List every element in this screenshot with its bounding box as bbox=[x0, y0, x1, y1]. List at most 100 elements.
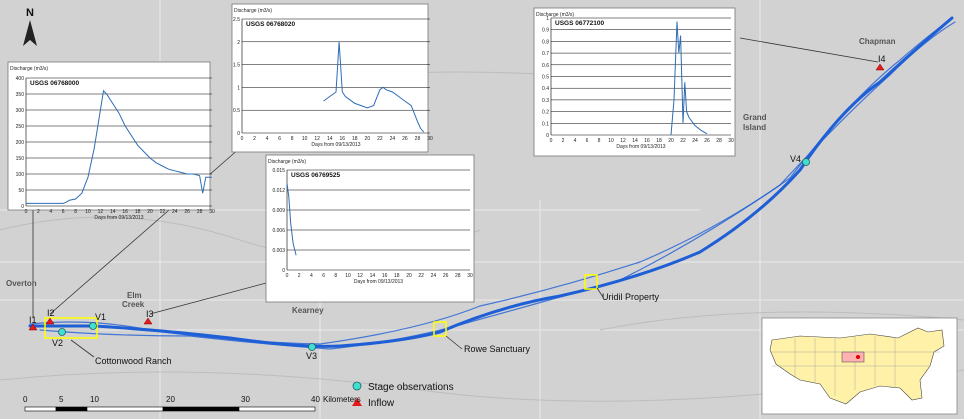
discharge-series-line bbox=[26, 89, 212, 204]
y-tick-label: 2.5 bbox=[233, 17, 240, 23]
x-tick-label: 10 bbox=[85, 209, 91, 215]
y-tick-label: 1 bbox=[237, 85, 240, 91]
overton-label: Overton bbox=[6, 279, 37, 288]
x-tick-label: 10 bbox=[302, 136, 308, 142]
hydrograph-chart-4: 00.10.20.30.40.50.60.70.80.910 2 4 6 8 10 12 14… bbox=[533, 7, 736, 157]
nebraska-highlight bbox=[841, 351, 865, 363]
x-tick-label: 28 bbox=[716, 138, 722, 144]
x-tick-label: 30 bbox=[467, 273, 473, 279]
x-axis-label: Days from 09/13/2013 bbox=[94, 215, 143, 221]
rowe-label: Rowe Sanctuary bbox=[464, 344, 531, 354]
scale-tick-10: 10 bbox=[90, 395, 99, 404]
x-tick-label: 30 bbox=[427, 136, 433, 142]
elm-creek-line-1: Elm bbox=[127, 291, 142, 300]
x-axis-label: Days from 09/13/2013 bbox=[311, 142, 360, 148]
x-tick-label: 22 bbox=[418, 273, 424, 279]
y-tick-label: 100 bbox=[16, 172, 25, 178]
x-tick-label: 20 bbox=[668, 138, 674, 144]
x-tick-label: 24 bbox=[692, 138, 698, 144]
y-tick-label: 0.003 bbox=[272, 248, 285, 254]
y-tick-label: 0.1 bbox=[542, 121, 549, 127]
y-tick-label: 0.006 bbox=[272, 228, 285, 234]
us-inset-map bbox=[761, 317, 958, 415]
stage-markers bbox=[58, 158, 810, 351]
x-tick-label: 0 bbox=[25, 209, 28, 215]
chart-title: USGS 06768000 bbox=[30, 80, 80, 87]
x-tick-label: 16 bbox=[339, 136, 345, 142]
x-tick-label: 2 bbox=[562, 138, 565, 144]
y-tick-label: 150 bbox=[16, 156, 25, 162]
y-axis-label: Discharge (m3/s) bbox=[10, 66, 48, 72]
scale-tick-40: 40 bbox=[311, 395, 320, 404]
x-tick-label: 14 bbox=[632, 138, 638, 144]
inflow-marker-i4[interactable] bbox=[875, 63, 885, 71]
x-tick-label: 14 bbox=[110, 209, 116, 215]
chart-title: USGS 06769525 bbox=[291, 172, 341, 179]
x-tick-label: 4 bbox=[49, 209, 52, 215]
y-tick-label: 1.5 bbox=[233, 63, 240, 69]
discharge-series-line bbox=[670, 21, 708, 136]
scale-tick-30: 30 bbox=[241, 395, 250, 404]
x-tick-label: 2 bbox=[253, 136, 256, 142]
y-tick-label: 0.8 bbox=[542, 39, 549, 45]
y-tick-label: 400 bbox=[16, 76, 25, 82]
site-label-v2: V2 bbox=[52, 338, 63, 348]
chart-frame bbox=[7, 61, 211, 211]
stage-marker-v1[interactable] bbox=[89, 322, 97, 330]
north-arrow: N bbox=[23, 7, 37, 46]
x-tick-label: 20 bbox=[365, 136, 371, 142]
x-tick-label: 18 bbox=[135, 209, 141, 215]
x-tick-label: 10 bbox=[608, 138, 614, 144]
y-tick-label: 1 bbox=[546, 16, 549, 22]
study-location-dot bbox=[856, 355, 860, 359]
x-tick-label: 16 bbox=[122, 209, 128, 215]
y-tick-label: 250 bbox=[16, 124, 25, 130]
x-tick-label: 10 bbox=[345, 273, 351, 279]
chart-title: USGS 06768020 bbox=[246, 21, 296, 28]
stage-marker-v4[interactable] bbox=[802, 158, 810, 166]
elm-creek-line-2: Creek bbox=[122, 300, 145, 309]
y-tick-label: 0.4 bbox=[542, 86, 549, 92]
cottonwood-box bbox=[44, 317, 98, 339]
x-axis-label: Days from 09/13/2013 bbox=[616, 144, 665, 150]
cottonwood-label: Cottonwood Ranch bbox=[95, 356, 172, 366]
north-label: N bbox=[26, 7, 34, 19]
kearney-label: Kearney bbox=[292, 306, 324, 315]
site-label-i4: I4 bbox=[878, 54, 886, 64]
legend-stage-label: Stage observations bbox=[368, 382, 454, 393]
inflow-marker-i3[interactable] bbox=[143, 317, 153, 325]
x-tick-label: 30 bbox=[728, 138, 734, 144]
rowe-box bbox=[433, 321, 447, 337]
x-tick-label: 0 bbox=[286, 273, 289, 279]
x-tick-label: 20 bbox=[147, 209, 153, 215]
y-tick-label: 0.2 bbox=[542, 110, 549, 116]
scale-bar: 0 5 10 20 30 40 Kilometers bbox=[23, 395, 361, 412]
x-tick-label: 4 bbox=[310, 273, 313, 279]
x-tick-label: 26 bbox=[704, 138, 710, 144]
y-tick-label: 0.5 bbox=[233, 108, 240, 114]
x-tick-label: 26 bbox=[443, 273, 449, 279]
grand-island-label: Grand Island bbox=[743, 113, 769, 132]
site-label-v4: V4 bbox=[790, 154, 801, 164]
x-tick-label: 8 bbox=[74, 209, 77, 215]
y-tick-label: 0.3 bbox=[542, 98, 549, 104]
stage-marker-v3[interactable] bbox=[308, 343, 316, 351]
x-tick-label: 24 bbox=[390, 136, 396, 142]
x-tick-label: 22 bbox=[377, 136, 383, 142]
x-tick-label: 6 bbox=[278, 136, 281, 142]
stage-marker-v2[interactable] bbox=[58, 328, 66, 336]
y-tick-label: 0 bbox=[237, 131, 240, 137]
x-tick-label: 12 bbox=[620, 138, 626, 144]
legend-stage-swatch bbox=[352, 381, 362, 391]
inflow-marker-i2[interactable] bbox=[45, 317, 55, 325]
x-tick-label: 0 bbox=[550, 138, 553, 144]
x-axis-label: Days from 09/13/2013 bbox=[354, 279, 403, 285]
inflow-marker-i1[interactable] bbox=[28, 323, 38, 331]
elm-creek-label: Elm Creek bbox=[122, 291, 145, 309]
x-tick-label: 16 bbox=[382, 273, 388, 279]
site-label-i3: I3 bbox=[146, 309, 154, 319]
site-labels: I1 I2 I3 I4 V1 V2 V3 V4 Cottonwood Ranch… bbox=[29, 54, 886, 366]
y-tick-label: 0.5 bbox=[542, 75, 549, 81]
